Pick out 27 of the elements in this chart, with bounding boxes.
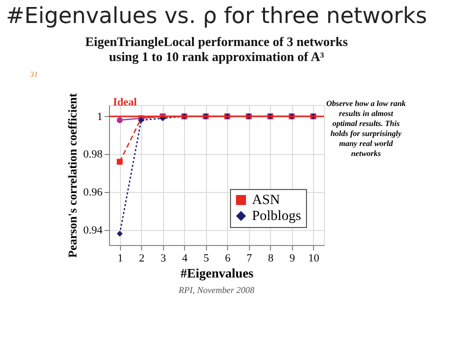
x-tick-label: 4 [182,252,188,264]
y-tick-label: 1 [97,110,102,123]
x-tick-label: 2 [139,252,144,264]
text: RPI, November 2008 [178,285,255,295]
x-tick-label: 6 [225,252,231,264]
chart-title: #Eigenvalues vs. ρ for three networks [6,4,428,29]
point [116,230,123,237]
text: EigenTriangleLocal performance of 3 networks [85,34,348,49]
x-tick-label: 7 [246,252,252,264]
y-tick-label: 0.94 [83,224,103,236]
y-tick-label: 0.96 [83,186,103,199]
x-tick-label: 10 [308,252,320,264]
x-tick-label: 8 [268,252,274,264]
x-axis-title: #Eigenvalues [180,266,254,280]
ref-line-label: Ideal [113,96,137,108]
text: using 1 to 10 rank approximation of A³ [109,49,324,64]
y-axis-title: Pearson's correlation coefficient [65,93,80,258]
text: Observe how a low rank results in almost optimal results. This holds for surprisingly many real world networks [326,99,406,158]
x-tick-label: 5 [204,252,210,264]
point [116,117,123,124]
y-tick-label: 0.98 [83,148,103,161]
legend-label: ASN [252,193,280,208]
x-tick-label: 1 [118,252,123,264]
text: 31 [29,70,38,79]
x-tick-label: 9 [290,252,296,264]
legend-label: Polblogs [252,209,302,224]
x-tick-label: 3 [160,252,166,264]
